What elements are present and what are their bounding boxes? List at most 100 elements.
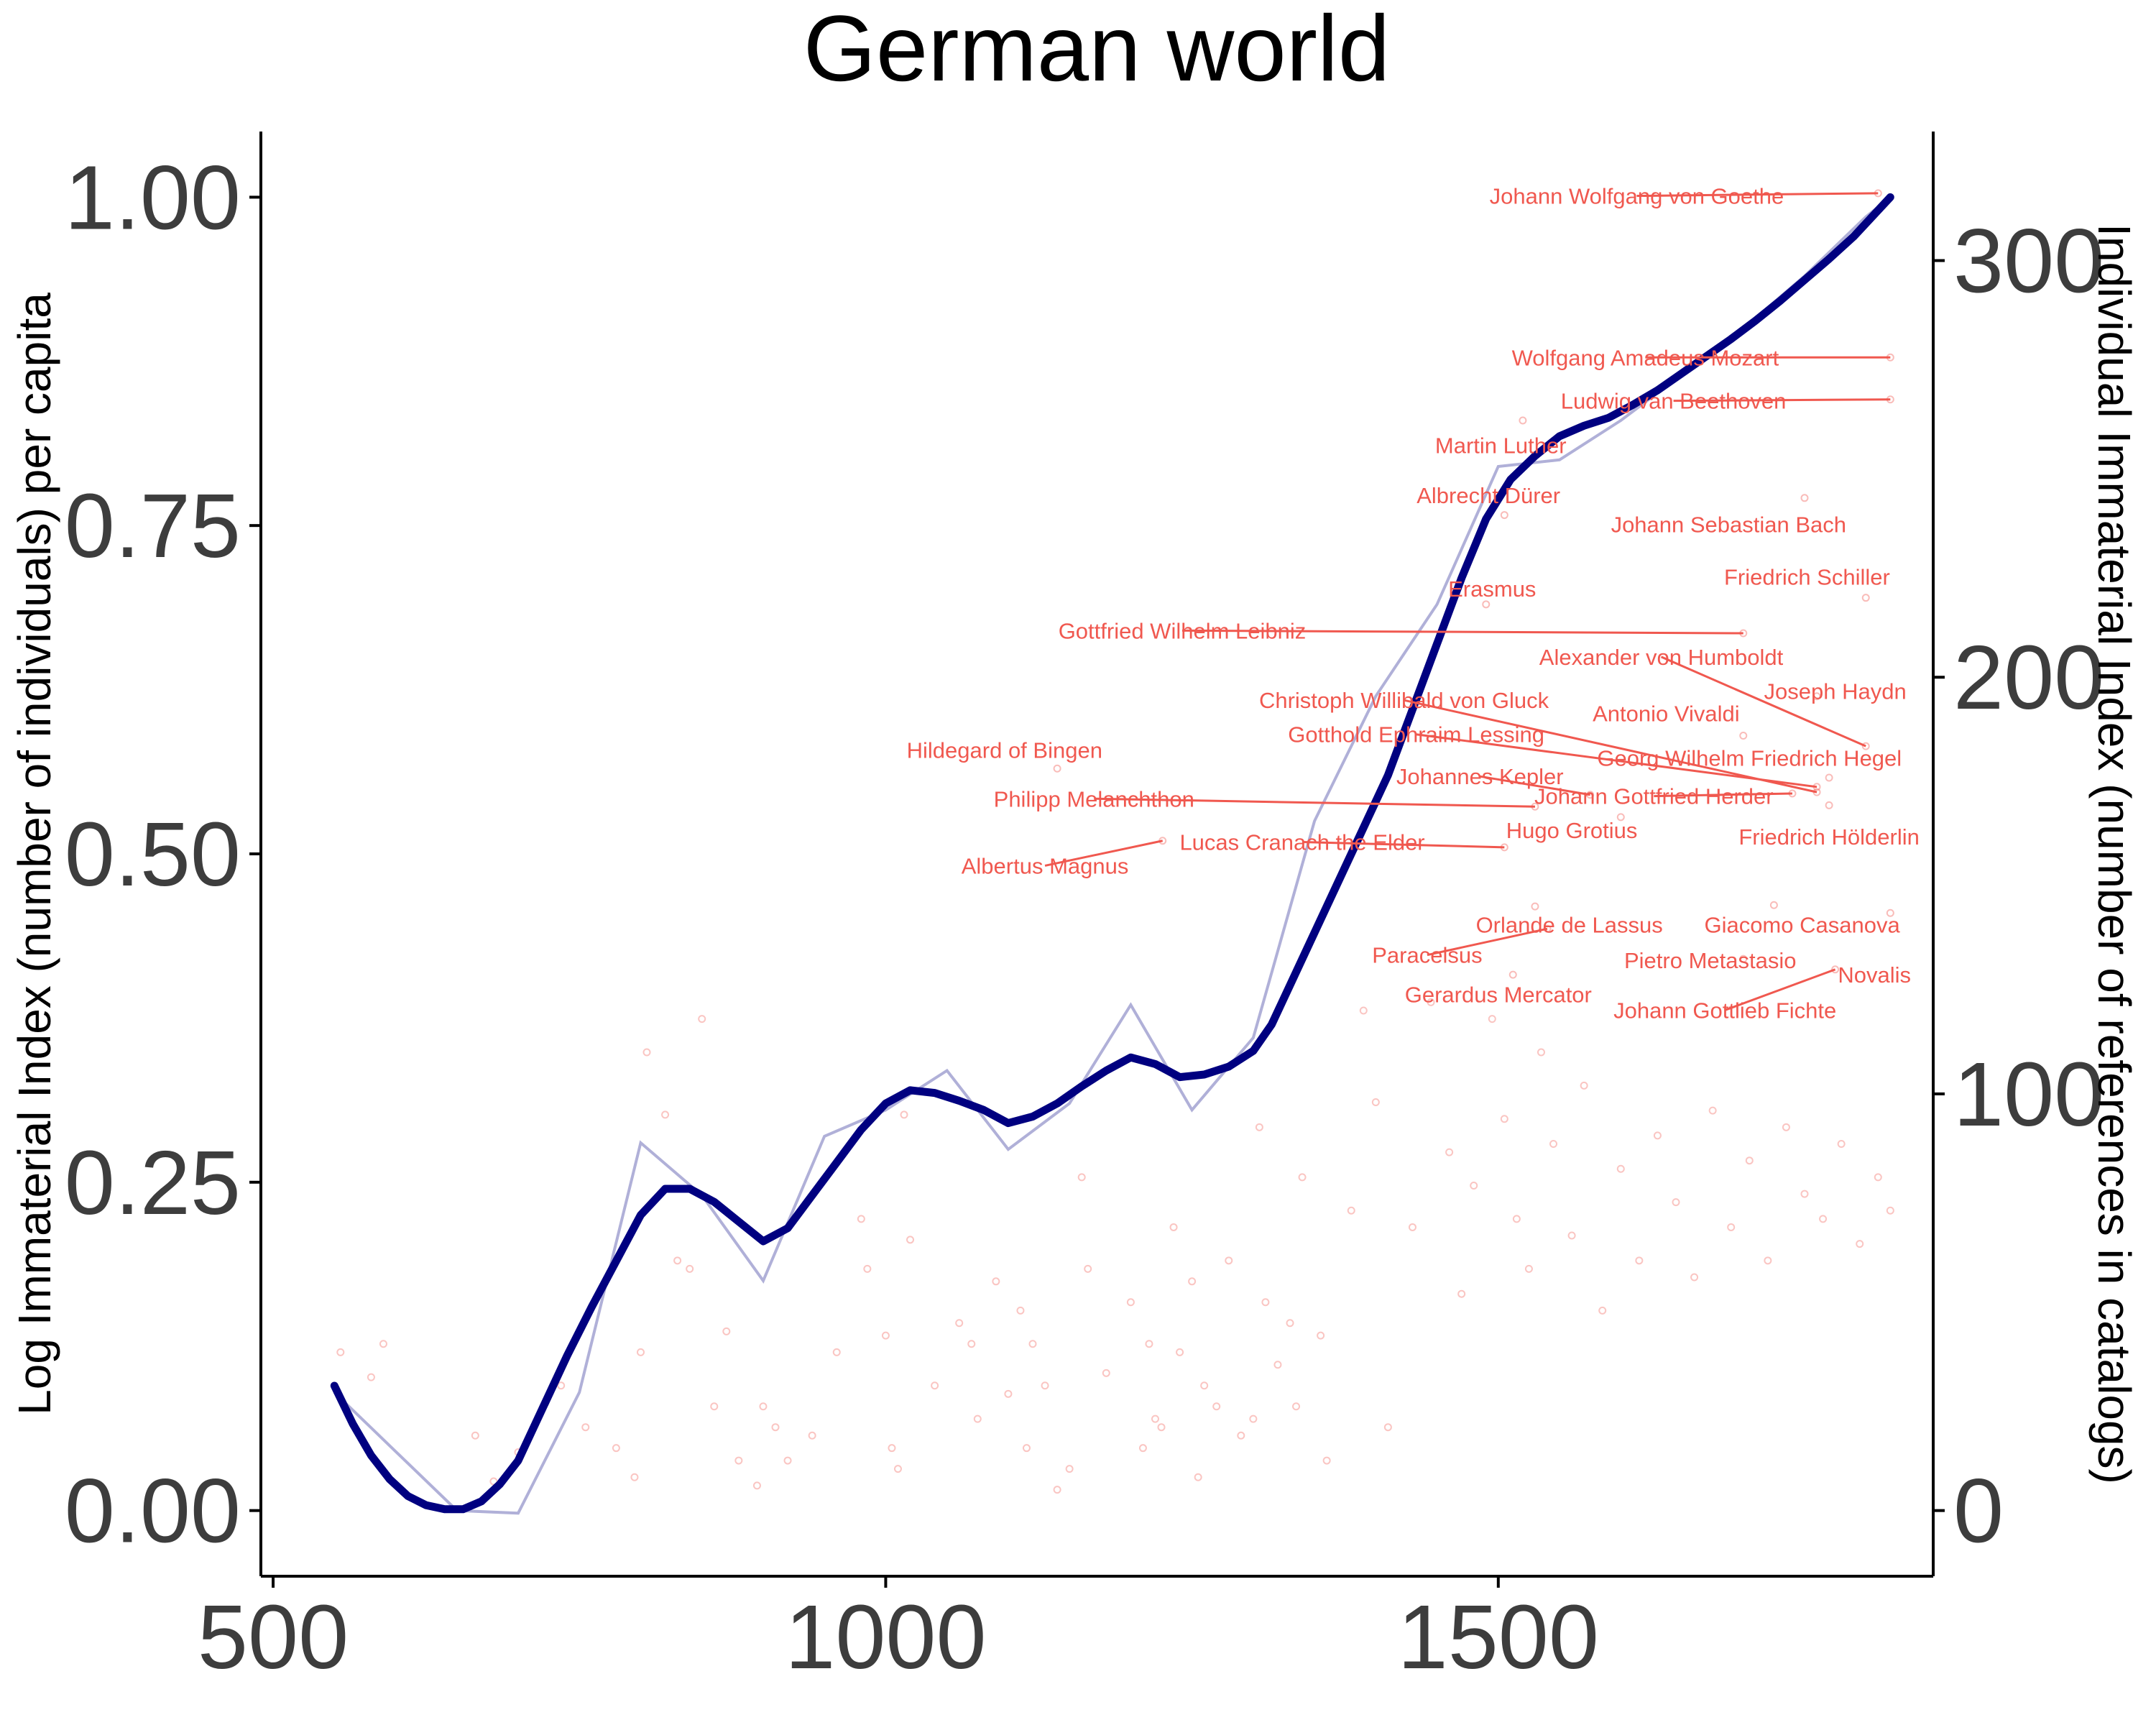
person-label: Johann Sebastian Bach xyxy=(1611,512,1846,537)
scatter-point xyxy=(734,1456,743,1465)
scatter-point xyxy=(581,1423,590,1432)
annotation-point xyxy=(1586,791,1595,799)
annotation-point xyxy=(1812,783,1821,791)
person-label: Wolfgang Amadeus Mozart xyxy=(1512,345,1779,370)
left-y-tick-label: 0.50 xyxy=(65,804,241,905)
left-y-axis-ticks: 0.00 0.25 0.50 0.75 1.00 xyxy=(65,147,261,1562)
scatter-point xyxy=(1065,1465,1074,1473)
scatter-point xyxy=(557,1381,566,1390)
x-tick-label: 500 xyxy=(198,1586,349,1688)
scatter-point xyxy=(1537,1048,1545,1057)
annotation-point xyxy=(1812,788,1821,796)
smoothed-series-line xyxy=(330,193,1894,1514)
scatter-point xyxy=(1237,1431,1245,1440)
scatter-point xyxy=(661,1110,670,1119)
person-label: Philipp Melanchthon xyxy=(994,786,1194,811)
scatter-point xyxy=(336,1348,345,1356)
scatter-point xyxy=(1782,1123,1790,1131)
scatter-point xyxy=(1188,1277,1197,1286)
scatter-point xyxy=(992,1277,1000,1286)
scatter-point xyxy=(722,1327,731,1335)
annotation-leader-line xyxy=(1416,733,1818,788)
scatter-point xyxy=(1286,1319,1294,1328)
annotation-leader-line xyxy=(1427,927,1548,957)
scatter-point xyxy=(642,1048,651,1057)
scatter-point xyxy=(1169,1223,1178,1231)
scatter-point xyxy=(1524,1264,1533,1273)
annotation-point xyxy=(1500,511,1508,520)
person-label: Johann Wolfgang von Goethe xyxy=(1490,184,1784,209)
annotation-point xyxy=(1831,965,1840,974)
annotation-leader-line xyxy=(1724,968,1836,1011)
scatter-point xyxy=(759,1402,768,1411)
scatter-point xyxy=(1077,1173,1086,1182)
scatter-point xyxy=(955,1319,964,1328)
scatter-point xyxy=(1470,1181,1478,1190)
person-label: Johannes Kepler xyxy=(1396,764,1564,789)
annotation-point xyxy=(1508,970,1517,979)
scatter-point xyxy=(1408,1223,1416,1231)
scatter-point xyxy=(1347,1206,1355,1215)
person-label: Novalis xyxy=(1838,962,1911,988)
right-y-tick-label: 200 xyxy=(1953,627,2104,728)
scatter-point xyxy=(612,1444,620,1453)
scatter-point xyxy=(1041,1381,1049,1390)
scatter-point xyxy=(1800,1190,1809,1198)
smoothed-series xyxy=(330,193,1894,1514)
x-tick-label: 1500 xyxy=(1398,1586,1599,1688)
scatter-point xyxy=(1053,1486,1061,1494)
scatter-point xyxy=(857,1215,865,1223)
scatter-point xyxy=(1145,1340,1153,1348)
scatter-point xyxy=(1371,1098,1380,1107)
person-label: Paracelsus xyxy=(1372,943,1482,968)
scatter-point xyxy=(1488,1015,1496,1024)
scatter-point xyxy=(1317,1331,1325,1340)
scatter-point xyxy=(1212,1402,1221,1411)
person-label: Alexander von Humboldt xyxy=(1539,645,1784,670)
person-label: Albertus Magnus xyxy=(962,853,1129,878)
scatter-point xyxy=(752,1481,761,1490)
scatter-point xyxy=(1598,1306,1607,1315)
scatter-point xyxy=(893,1465,902,1473)
annotation-point xyxy=(1886,908,1894,917)
scatter-point xyxy=(1359,1006,1368,1015)
scatter-point xyxy=(1745,1156,1754,1165)
scatter-point xyxy=(1126,1298,1135,1307)
scatter-point xyxy=(1292,1402,1301,1411)
person-label: Gottfried Wilhelm Leibniz xyxy=(1059,618,1307,643)
annotation-point xyxy=(1788,789,1797,798)
scatter-point xyxy=(1028,1340,1037,1348)
scatter-point xyxy=(379,1340,387,1348)
annotation-point xyxy=(1739,629,1748,638)
scatter-point xyxy=(1690,1273,1699,1282)
left-y-tick-label: 0.25 xyxy=(65,1132,241,1233)
scatter-point xyxy=(636,1348,645,1356)
scatter-point xyxy=(1500,1115,1508,1123)
annotation-point xyxy=(1739,954,1748,963)
left-y-tick-label: 1.00 xyxy=(65,147,241,248)
scatter-point xyxy=(1580,1081,1588,1090)
scatter-point xyxy=(888,1444,896,1453)
person-label: Erasmus xyxy=(1448,576,1536,602)
scatter-point xyxy=(906,1236,915,1244)
scatter-point xyxy=(1022,1444,1031,1453)
annotation-point xyxy=(1812,692,1821,701)
right-y-tick-label: 100 xyxy=(1953,1044,2104,1145)
scatter-point xyxy=(832,1348,841,1356)
scatter-point xyxy=(710,1402,719,1411)
person-label: Antonio Vivaldi xyxy=(1593,701,1740,726)
scatter-point xyxy=(1567,1231,1576,1240)
scatter-point xyxy=(1837,1140,1846,1149)
annotation-point xyxy=(1158,837,1167,845)
scatter-point xyxy=(1084,1264,1092,1273)
person-label: Johann Gottfried Herder xyxy=(1534,784,1774,809)
annotation-leader-line xyxy=(1654,792,1792,798)
scatter-point xyxy=(1138,1444,1147,1453)
scatter-point xyxy=(931,1381,939,1390)
scatter-point xyxy=(1151,1414,1159,1423)
scatter-point xyxy=(881,1331,890,1340)
person-label: Joseph Haydn xyxy=(1764,678,1907,704)
scatter-point xyxy=(771,1423,780,1432)
annotation-point xyxy=(1500,843,1508,852)
